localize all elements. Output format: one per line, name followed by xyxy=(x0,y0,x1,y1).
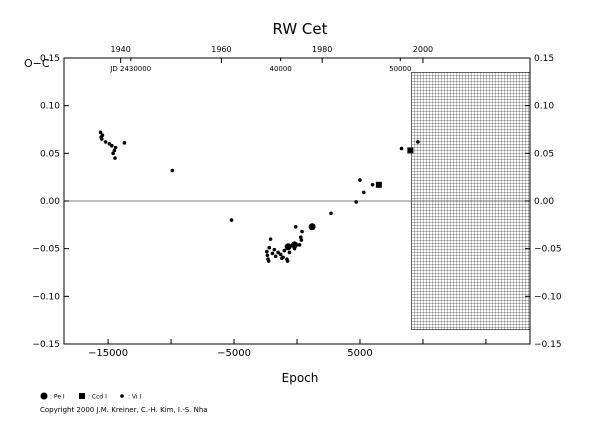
y-tick-label-right: 0.05 xyxy=(534,149,554,159)
legend-marker-vi xyxy=(120,394,124,398)
legend-label: : Ccd I xyxy=(88,394,107,401)
data-point-vi xyxy=(272,247,277,252)
year-tick-label: 1960 xyxy=(211,45,231,54)
data-point-vi xyxy=(113,145,118,150)
data-point-vi xyxy=(266,259,271,263)
data-point-vi xyxy=(270,251,275,256)
y-tick-label-left: 0.00 xyxy=(40,197,60,207)
axis-ticks: −0.15 −0.15 −0.10 −0.10 −0.05 −0.05 0.00 0.00 0.… xyxy=(32,45,561,359)
y-tick-label-right: 0.00 xyxy=(534,197,554,207)
data-point-vi xyxy=(278,252,283,257)
data-point-vi xyxy=(354,200,358,204)
copyright-notice: Copyright 2000 J.M. Kreiner, C.-H. Kim, … xyxy=(40,406,208,414)
data-point-ccd xyxy=(407,147,414,154)
data-point-vi xyxy=(122,141,127,145)
data-point-vi xyxy=(299,238,304,242)
data-point-vi xyxy=(399,146,404,151)
legend: : Pe I : Ccd I : Vi I xyxy=(40,392,141,401)
data-point-vi xyxy=(281,255,285,260)
y-tick-label-right: −0.05 xyxy=(534,245,562,255)
data-point-vi xyxy=(298,235,303,240)
data-point-vi xyxy=(107,142,112,146)
y-tick-label-left: 0.05 xyxy=(40,149,60,159)
data-point-ccd xyxy=(375,181,382,188)
y-tick-label-right: 0.15 xyxy=(534,54,554,64)
data-point-vi xyxy=(358,178,362,182)
data-point-vi xyxy=(268,237,273,241)
x-tick-label: −15000 xyxy=(88,348,128,359)
jd-tick-label: JD 2430000 xyxy=(109,65,151,73)
x-tick-label: 5000 xyxy=(347,348,372,359)
legend-marker-ccd xyxy=(79,393,85,399)
data-point-vi xyxy=(267,245,272,250)
data-point-vi xyxy=(285,259,290,263)
legend-marker-pe xyxy=(40,392,48,400)
data-point-vi xyxy=(113,156,117,160)
data-point-vi xyxy=(100,133,105,138)
data-point-vi xyxy=(273,254,278,259)
data-point-vi xyxy=(170,168,175,173)
y-tick-label-left: 0.10 xyxy=(40,102,60,112)
data-point-vi xyxy=(370,182,375,187)
data-point-vi xyxy=(292,246,297,251)
year-tick-label: 1980 xyxy=(312,45,332,54)
data-points xyxy=(98,130,420,263)
y-tick-label-right: 0.10 xyxy=(534,102,554,112)
data-point-vi xyxy=(103,140,108,144)
data-point-vi xyxy=(110,143,114,148)
y-tick-label-right: −0.15 xyxy=(534,340,562,350)
data-point-vi xyxy=(111,151,115,156)
data-point-vi xyxy=(229,218,234,222)
data-point-vi xyxy=(98,130,103,135)
data-point-vi xyxy=(329,211,333,216)
y-axis-label: O−C xyxy=(24,57,50,70)
jd-tick-label: 40000 xyxy=(269,65,291,73)
data-point-vi xyxy=(287,250,292,255)
y-tick-label-left: −0.10 xyxy=(32,292,60,302)
data-point-vi xyxy=(297,243,302,247)
data-point-vi xyxy=(265,253,270,258)
data-point-vi xyxy=(300,229,304,234)
year-tick-label: 2000 xyxy=(413,45,433,54)
jd-tick-label: 50000 xyxy=(389,65,411,73)
data-point-vi xyxy=(276,250,280,255)
y-tick-label-left: −0.05 xyxy=(32,245,60,255)
legend-label: : Pe I xyxy=(50,394,65,401)
y-tick-label-left: 0.15 xyxy=(40,54,60,64)
data-point-vi xyxy=(264,249,269,254)
data-point-vi xyxy=(291,243,296,247)
year-tick-label: 1940 xyxy=(110,45,130,54)
data-point-vi xyxy=(282,248,287,253)
data-point-vi xyxy=(99,137,104,141)
data-point-vi xyxy=(416,140,420,144)
y-tick-label-left: −0.15 xyxy=(32,340,60,350)
data-point-vi xyxy=(361,190,366,195)
data-point-vi xyxy=(112,148,117,153)
data-point-pe xyxy=(284,243,292,251)
x-axis-label: Epoch xyxy=(282,371,319,385)
data-point-pe xyxy=(308,223,316,231)
legend-label: : Vi I xyxy=(128,394,141,401)
data-point-vi xyxy=(293,224,298,229)
chart-title: RW Cet xyxy=(273,20,328,38)
x-tick-label: −5000 xyxy=(217,348,251,359)
y-tick-label-right: −0.10 xyxy=(534,292,562,302)
